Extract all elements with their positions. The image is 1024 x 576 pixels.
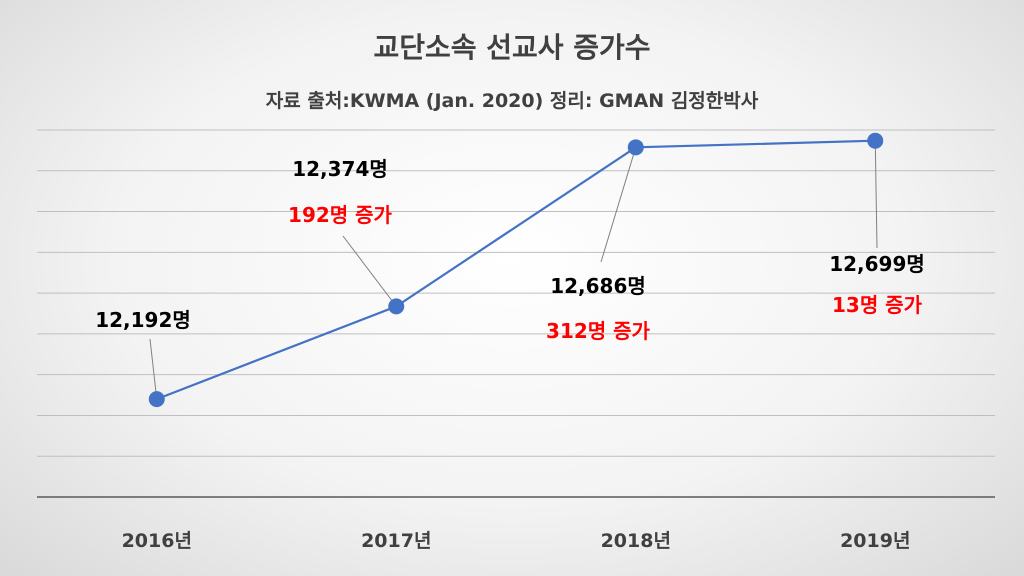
x-tick-label: 2017년 — [361, 530, 431, 552]
data-label-leader — [149, 338, 158, 400]
chart-subtitle: 자료 출처:KWMA (Jan. 2020) 정리: GMAN 김정한박사 — [265, 90, 759, 112]
data-point — [867, 132, 884, 149]
data-label-leader — [600, 147, 637, 263]
data-label-increase: 13명 증가 — [832, 293, 923, 317]
data-point — [148, 391, 165, 408]
data-label-leader — [342, 235, 397, 307]
data-label-leader — [874, 140, 878, 249]
data-label-value: 12,192명 — [95, 308, 191, 332]
x-tick-label: 2018년 — [601, 530, 671, 552]
x-tick-label: 2016년 — [122, 530, 192, 552]
data-label-value: 12,686명 — [550, 274, 646, 298]
data-label-value: 12,374명 — [292, 157, 388, 181]
data-point — [388, 298, 405, 315]
data-label-value: 12,699명 — [829, 252, 925, 276]
data-label-increase: 312명 증가 — [546, 319, 651, 343]
series-line — [156, 139, 876, 401]
x-tick-label: 2019년 — [840, 530, 910, 552]
data-label-increase: 192명 증가 — [288, 203, 393, 227]
data-point — [627, 139, 644, 156]
chart-title: 교단소속 선교사 증가수 — [373, 31, 651, 64]
